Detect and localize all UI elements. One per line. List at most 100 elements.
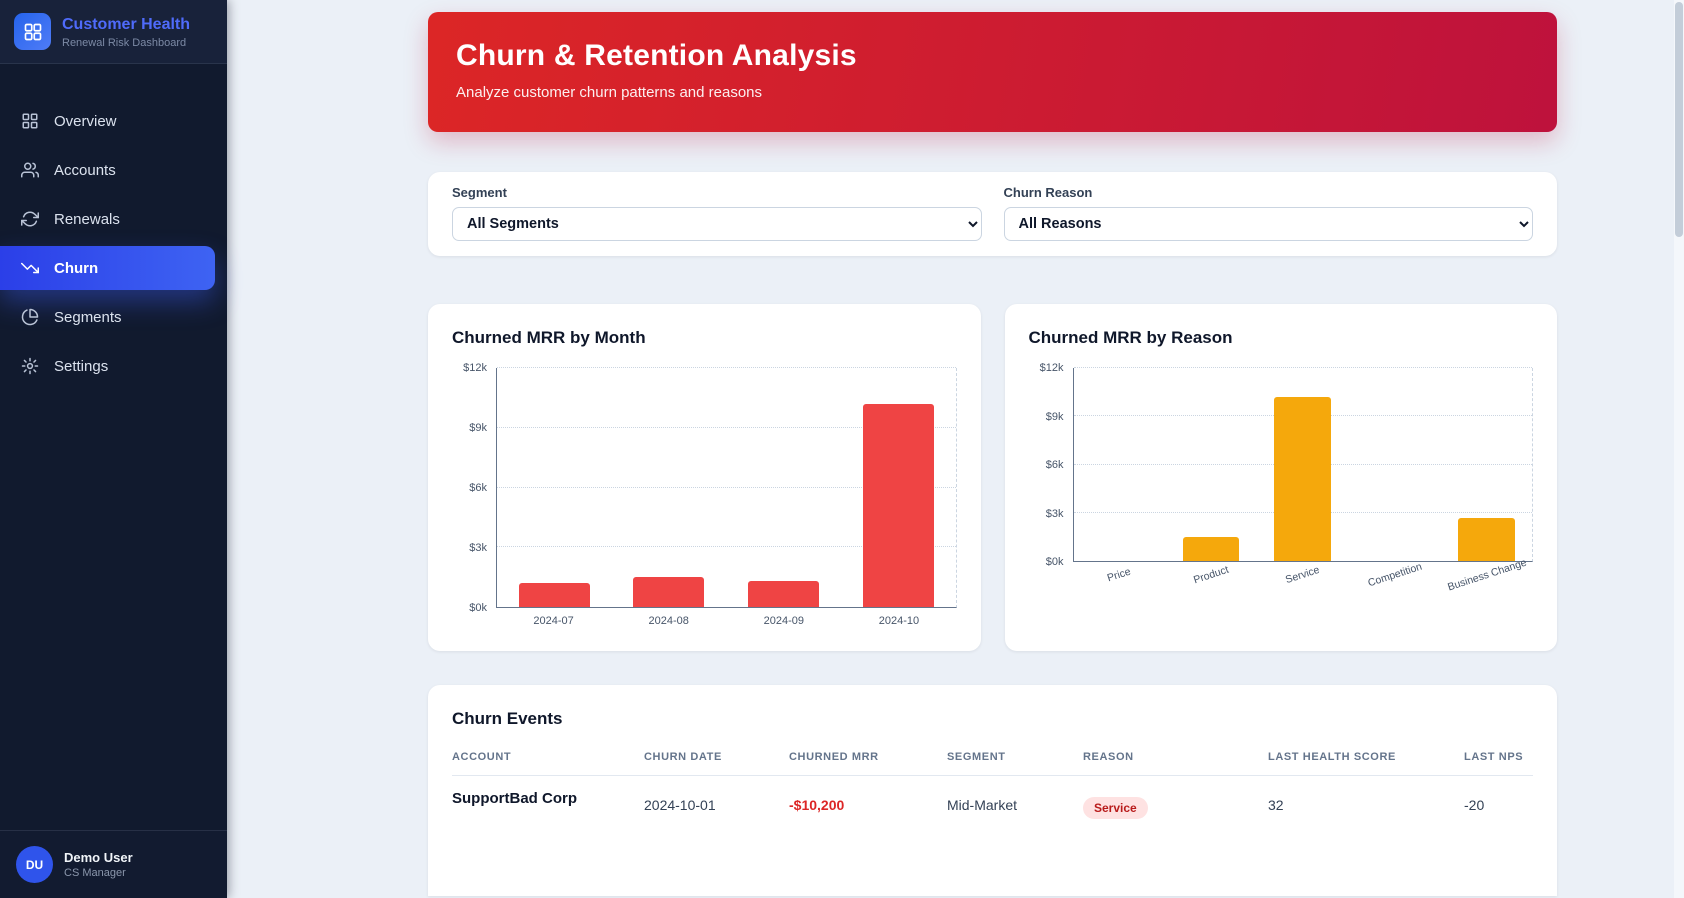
sidebar-item-accounts[interactable]: Accounts [0, 148, 215, 192]
account-cell[interactable]: SupportBad Corp [452, 790, 577, 807]
trending-down-icon [21, 259, 39, 277]
x-tick-label: Service [1284, 563, 1322, 587]
x-tick-label: 2024-08 [648, 615, 689, 627]
chart-plot-area: $0k $3k $6k $9k $12k [1029, 362, 1533, 568]
plot [496, 367, 957, 608]
page-subtitle: Analyze customer churn patterns and reas… [456, 84, 762, 101]
sidebar-item-label: Churn [54, 259, 99, 277]
sidebar-item-label: Accounts [54, 161, 116, 179]
y-tick-label: $3k [469, 542, 487, 554]
segment-select[interactable]: All Segments [452, 207, 982, 241]
bar [1274, 396, 1332, 561]
scrollbar-thumb[interactable] [1675, 2, 1683, 237]
bar [1182, 536, 1240, 561]
app-logo [14, 13, 51, 50]
user-profile: DU Demo User CS Manager [0, 830, 227, 898]
column-header-reason: REASON [1083, 751, 1134, 763]
y-tick-label: $3k [1045, 507, 1064, 520]
gridline [497, 546, 956, 548]
sidebar-item-label: Overview [54, 112, 117, 130]
y-tick-label: $9k [1045, 410, 1064, 423]
reason-cell: Service [1083, 776, 1268, 819]
user-name: Demo User [64, 850, 133, 865]
sidebar-item-label: Settings [54, 357, 109, 375]
reason-badge: Service [1083, 797, 1148, 819]
bar [518, 583, 590, 607]
y-tick-label: $6k [469, 482, 487, 494]
x-tick-label: Competition [1366, 560, 1424, 590]
churn-reason-filter-label: Churn Reason [1003, 185, 1093, 200]
sidebar-item-segments[interactable]: Segments [0, 295, 215, 339]
segment-filter-group: Segment All Segments [452, 185, 982, 241]
last-nps-cell: -20 [1464, 797, 1485, 813]
sidebar-item-overview[interactable]: Overview [0, 99, 215, 143]
sidebar-item-settings[interactable]: Settings [0, 344, 215, 388]
x-axis-labels: 2024-07 2024-08 2024-09 2024-10 [496, 615, 957, 627]
grid-logo-icon [23, 22, 43, 42]
churned-mrr-by-reason-chart: Churned MRR by Reason $0k $3k $6k $9k $12k P… [1004, 304, 1557, 651]
table-header-row: ACCOUNT CHURN DATE CHURNED MRR SEGMENT R… [452, 751, 1533, 776]
app-logo-header: Customer Health Renewal Risk Dashboard [0, 0, 227, 64]
grid-icon [21, 112, 39, 130]
sidebar: Customer Health Renewal Risk Dashboard O… [0, 0, 227, 898]
chart-plot-area: $0k $3k $6k $9k $12k [452, 362, 957, 614]
y-tick-label: $12k [463, 362, 487, 374]
segment-filter-label: Segment [452, 185, 507, 200]
y-tick-label: $0k [469, 602, 487, 614]
churned-mrr-cell: -$10,200 [789, 797, 845, 813]
avatar: DU [16, 846, 53, 883]
gridline [497, 486, 956, 488]
y-tick-label: $6k [1045, 459, 1064, 471]
app-title: Customer Health [62, 15, 191, 33]
column-header-last-nps: LAST NPS [1464, 751, 1524, 763]
charts-row: Churned MRR by Month $0k $3k $6k $9k $12k 20… [428, 304, 1557, 651]
churned-mrr-by-month-chart: Churned MRR by Month $0k $3k $6k $9k $12k 20… [428, 304, 981, 651]
churn-events-title: Churn Events [452, 709, 563, 728]
page-title: Churn & Retention Analysis [456, 39, 857, 72]
gridline [1073, 367, 1532, 368]
column-header-account: ACCOUNT [452, 751, 512, 763]
churn-reason-filter-group: Churn Reason All Reasons [1003, 185, 1533, 241]
chart-title: Churned MRR by Reason [1028, 328, 1233, 347]
y-tick-label: $9k [469, 422, 487, 434]
column-header-churned-mrr: CHURNED MRR [789, 751, 879, 763]
y-tick-label: $12k [1039, 362, 1064, 374]
pie-chart-icon [21, 308, 39, 326]
churn-reason-select[interactable]: All Reasons [1003, 207, 1533, 241]
y-axis: $0k $3k $6k $9k $12k [452, 362, 496, 614]
sidebar-item-churn[interactable]: Churn [0, 246, 215, 290]
users-icon [21, 161, 39, 179]
y-axis: $0k $3k $6k $9k $12k [1029, 362, 1073, 568]
refresh-icon [21, 210, 39, 228]
bar [748, 581, 820, 607]
bar [862, 403, 934, 607]
sidebar-nav: Overview Accounts Renewals [0, 64, 227, 830]
column-header-last-health-score: LAST HEALTH SCORE [1268, 751, 1396, 763]
sidebar-item-renewals[interactable]: Renewals [0, 197, 215, 241]
x-tick-label: 2024-10 [878, 615, 920, 627]
main-content: Churn & Retention Analysis Analyze custo… [227, 0, 1684, 898]
x-tick-label: 2024-07 [533, 615, 574, 627]
chart-title: Churned MRR by Month [452, 328, 646, 347]
gridline [497, 367, 956, 368]
x-tick-label: Price [1105, 565, 1132, 585]
sidebar-item-label: Renewals [54, 210, 120, 228]
last-health-score-cell: 32 [1268, 797, 1284, 813]
bar [1457, 517, 1515, 561]
gear-icon [21, 357, 39, 375]
bar [633, 577, 705, 607]
churn-events-card: Churn Events ACCOUNT CHURN DATE CHURNED … [428, 685, 1557, 896]
x-tick-label: Product [1191, 563, 1230, 587]
table-row[interactable]: SupportBad Corp 2024-10-01 -$10,200 Mid-… [452, 776, 1533, 896]
filters-card: Segment All Segments Churn Reason All Re… [428, 172, 1557, 256]
churn-date-cell: 2024-10-01 [644, 797, 716, 813]
scrollbar[interactable] [1674, 0, 1684, 898]
segment-cell: Mid-Market [947, 797, 1018, 813]
page-header-banner: Churn & Retention Analysis Analyze custo… [428, 12, 1557, 132]
x-tick-label: Business Change [1445, 556, 1528, 594]
gridline [497, 426, 956, 428]
column-header-churn-date: CHURN DATE [644, 751, 722, 763]
sidebar-item-label: Segments [54, 308, 122, 326]
y-tick-label: $0k [1045, 556, 1064, 568]
plot [1072, 367, 1533, 562]
